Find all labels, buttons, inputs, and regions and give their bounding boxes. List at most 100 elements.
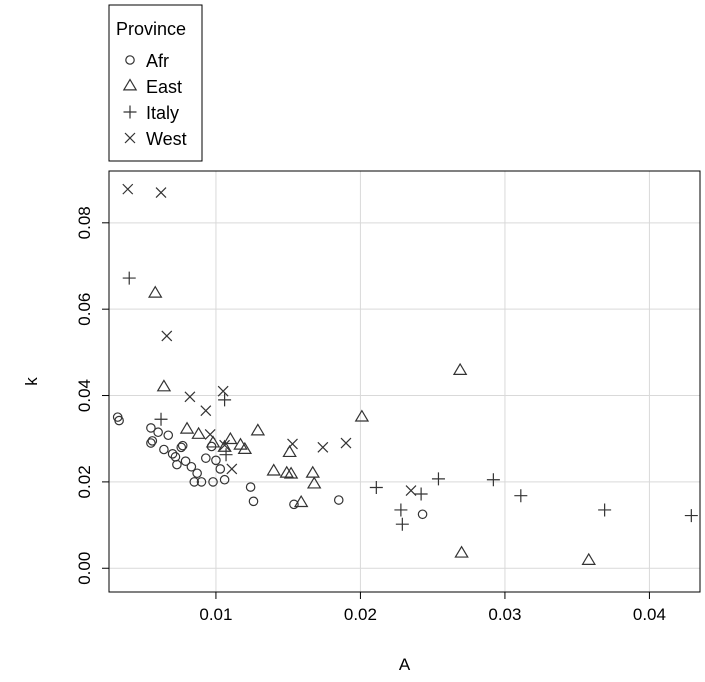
legend-label-west: West <box>146 129 187 149</box>
legend-marker-italy <box>123 105 137 119</box>
point-east <box>282 444 297 458</box>
point-west <box>184 391 196 403</box>
point-afr <box>211 455 221 466</box>
point-afr <box>146 438 156 448</box>
point-east <box>581 552 596 565</box>
point-east <box>217 439 232 452</box>
y-tick-label: 0.04 <box>75 379 94 412</box>
point-west <box>200 405 212 417</box>
x-axis-label: A <box>399 655 411 674</box>
point-west <box>317 441 329 453</box>
point-afr <box>219 474 230 485</box>
x-tick-label: 0.03 <box>488 605 521 624</box>
plot-frame <box>108 170 701 593</box>
legend-label-afr: Afr <box>146 51 169 71</box>
point-east <box>354 409 370 422</box>
point-italy <box>414 487 428 501</box>
y-tick-label: 0.06 <box>75 293 94 326</box>
point-italy <box>122 271 136 285</box>
point-east <box>148 285 163 298</box>
point-italy <box>369 481 383 495</box>
point-east <box>250 423 266 436</box>
point-afr <box>417 509 428 520</box>
point-east <box>237 441 253 455</box>
legend-label-east: East <box>146 77 182 97</box>
point-west <box>155 187 167 199</box>
y-tick-label: 0.00 <box>75 552 94 585</box>
point-afr <box>248 496 259 507</box>
point-afr <box>192 468 202 479</box>
point-italy <box>154 412 168 426</box>
point-west <box>405 485 417 496</box>
point-west <box>122 183 134 195</box>
point-afr <box>146 423 156 433</box>
x-tick-label: 0.04 <box>633 605 666 624</box>
series-italy <box>122 271 698 531</box>
y-axis-label: k <box>22 377 41 386</box>
legend-box <box>108 4 203 162</box>
point-east <box>279 465 294 478</box>
point-italy <box>598 503 612 517</box>
legend-title: Province <box>116 19 186 39</box>
point-west <box>161 330 173 342</box>
point-afr <box>189 477 200 487</box>
point-east <box>156 379 172 392</box>
point-afr <box>333 495 344 505</box>
point-east <box>283 466 299 479</box>
point-afr <box>177 440 188 451</box>
point-afr <box>215 464 226 474</box>
point-west <box>204 428 216 440</box>
point-italy <box>514 489 528 503</box>
y-axis: 0.00 0.02 0.04 0.06 0.08 <box>75 206 109 585</box>
point-italy <box>431 472 445 486</box>
x-axis: 0.01 0.02 0.03 0.04 <box>199 592 666 624</box>
point-east <box>233 437 248 450</box>
point-west <box>217 385 229 397</box>
point-afr <box>153 427 163 438</box>
point-italy <box>394 503 408 517</box>
point-west <box>226 463 238 475</box>
point-east <box>266 463 281 476</box>
y-tick-label: 0.02 <box>75 465 94 498</box>
series-afr <box>112 412 428 520</box>
x-tick-label: 0.01 <box>199 605 232 624</box>
point-afr <box>245 482 256 492</box>
series-east <box>148 285 596 565</box>
point-east <box>191 426 206 439</box>
point-afr <box>147 436 158 446</box>
point-italy <box>395 517 409 531</box>
point-italy <box>486 473 500 487</box>
point-afr <box>180 456 191 466</box>
point-afr <box>289 499 299 510</box>
point-afr <box>186 461 197 472</box>
point-afr <box>208 477 218 487</box>
point-italy <box>219 448 233 462</box>
legend-marker-afr <box>125 55 135 65</box>
point-east <box>223 431 238 445</box>
grid <box>109 171 700 592</box>
x-tick-label: 0.02 <box>344 605 377 624</box>
point-afr <box>163 430 174 441</box>
legend-marker-west <box>124 132 136 144</box>
point-east <box>452 362 468 375</box>
point-east <box>454 545 469 558</box>
point-afr <box>159 444 169 455</box>
point-east <box>306 476 322 489</box>
point-italy <box>684 509 698 523</box>
point-italy <box>218 393 232 407</box>
point-afr <box>167 449 178 459</box>
legend-marker-east <box>122 78 138 91</box>
point-west <box>287 438 298 450</box>
point-west <box>219 439 231 451</box>
point-east <box>205 435 221 448</box>
point-afr <box>176 442 187 453</box>
point-afr <box>114 415 124 426</box>
data-points <box>112 183 698 565</box>
point-east <box>293 494 309 508</box>
point-afr <box>196 477 207 487</box>
point-afr <box>172 459 182 470</box>
legend: Province Afr East Italy West <box>108 4 203 162</box>
legend-label-italy: Italy <box>146 103 179 123</box>
point-west <box>340 437 352 449</box>
